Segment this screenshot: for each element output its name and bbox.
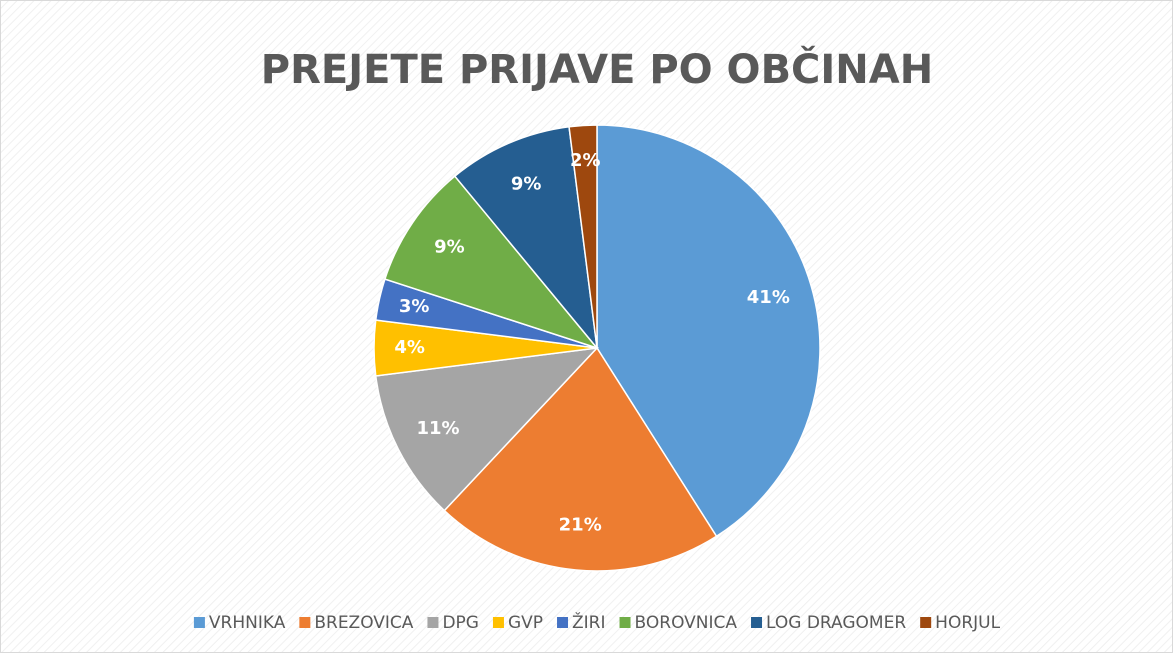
pie-slice	[568, 124, 598, 349]
legend-swatch	[557, 617, 569, 628]
legend-swatch	[299, 617, 311, 628]
data-label: 3%	[399, 296, 430, 317]
legend-label: LOG DRAGOMER	[766, 613, 906, 633]
legend-label: HORJUL	[935, 613, 1000, 633]
pie-slice	[453, 125, 599, 351]
legend-swatch	[619, 617, 631, 628]
data-label: 41%	[747, 287, 790, 308]
data-label: 11%	[416, 418, 459, 439]
legend-swatch	[920, 617, 932, 628]
legend-label: GVP	[508, 613, 543, 633]
pie-slice	[596, 124, 821, 538]
legend-label: ŽIRI	[572, 611, 606, 633]
data-label: 9%	[434, 237, 465, 258]
pie-slice	[443, 346, 718, 572]
data-label: 2%	[570, 150, 601, 171]
legend-label: BREZOVICA	[314, 613, 413, 633]
pie-slice	[374, 346, 599, 512]
chart-title: PREJETE PRIJAVE PO OBČINAH	[261, 45, 933, 93]
data-label: 4%	[394, 337, 425, 358]
legend-swatch	[427, 617, 439, 628]
data-label: 21%	[559, 515, 602, 536]
legend-swatch	[193, 617, 205, 628]
data-label: 9%	[511, 173, 542, 194]
legend-label: VRHNIKA	[209, 613, 286, 633]
legend-label: DPG	[442, 613, 479, 633]
legend-label: BOROVNICA	[635, 613, 738, 633]
legend-swatch	[751, 617, 763, 628]
pie-slice	[383, 175, 600, 350]
legend-swatch	[492, 617, 504, 628]
